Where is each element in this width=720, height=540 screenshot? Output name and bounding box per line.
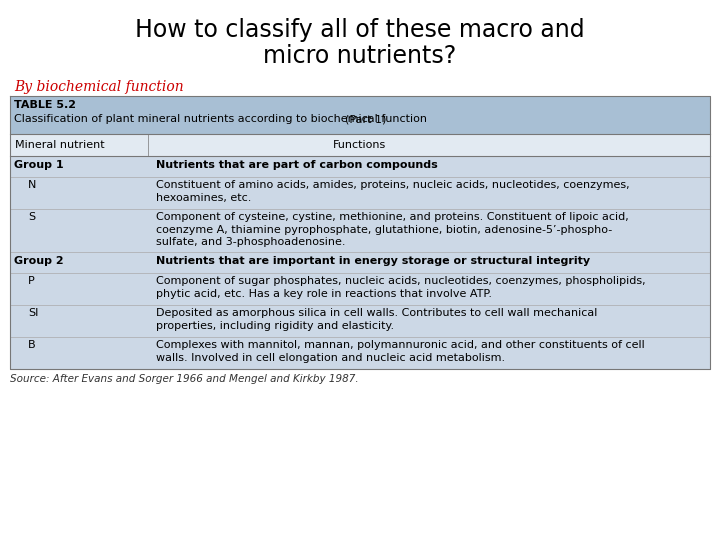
Bar: [10, 156, 710, 368]
Text: Classification of plant mineral nutrients according to biochemical function: Classification of plant mineral nutrient…: [14, 114, 431, 124]
Text: Group 1: Group 1: [14, 160, 63, 170]
Text: Nutrients that are important in energy storage or structural integrity: Nutrients that are important in energy s…: [156, 256, 590, 266]
Text: Nutrients that are part of carbon compounds: Nutrients that are part of carbon compou…: [156, 160, 438, 170]
Text: S: S: [28, 213, 35, 222]
Text: (Part 1): (Part 1): [345, 114, 386, 124]
Text: Deposited as amorphous silica in cell walls. Contributes to cell wall mechanical: Deposited as amorphous silica in cell wa…: [156, 308, 598, 331]
Text: Mineral nutrient: Mineral nutrient: [15, 140, 104, 150]
Text: Group 2: Group 2: [14, 256, 63, 266]
Text: How to classify all of these macro and: How to classify all of these macro and: [135, 18, 585, 42]
Text: By biochemical function: By biochemical function: [14, 80, 184, 94]
Text: Constituent of amino acids, amides, proteins, nucleic acids, nucleotides, coenzy: Constituent of amino acids, amides, prot…: [156, 180, 629, 203]
Text: P: P: [28, 276, 35, 287]
Text: N: N: [28, 180, 37, 191]
Text: TABLE 5.2: TABLE 5.2: [14, 100, 76, 110]
Text: Complexes with mannitol, mannan, polymannuronic acid, and other constituents of : Complexes with mannitol, mannan, polyman…: [156, 341, 644, 363]
Text: Source: After Evans and Sorger 1966 and Mengel and Kirkby 1987.: Source: After Evans and Sorger 1966 and …: [10, 375, 359, 384]
Bar: [10, 96, 710, 134]
Text: Component of cysteine, cystine, methionine, and proteins. Constituent of lipoic : Component of cysteine, cystine, methioni…: [156, 213, 629, 247]
Text: Component of sugar phosphates, nucleic acids, nucleotides, coenzymes, phospholip: Component of sugar phosphates, nucleic a…: [156, 276, 646, 299]
Bar: [10, 134, 710, 156]
Text: B: B: [28, 341, 35, 350]
Text: micro nutrients?: micro nutrients?: [264, 44, 456, 68]
Text: Functions: Functions: [333, 140, 387, 150]
Text: SI: SI: [28, 308, 38, 319]
